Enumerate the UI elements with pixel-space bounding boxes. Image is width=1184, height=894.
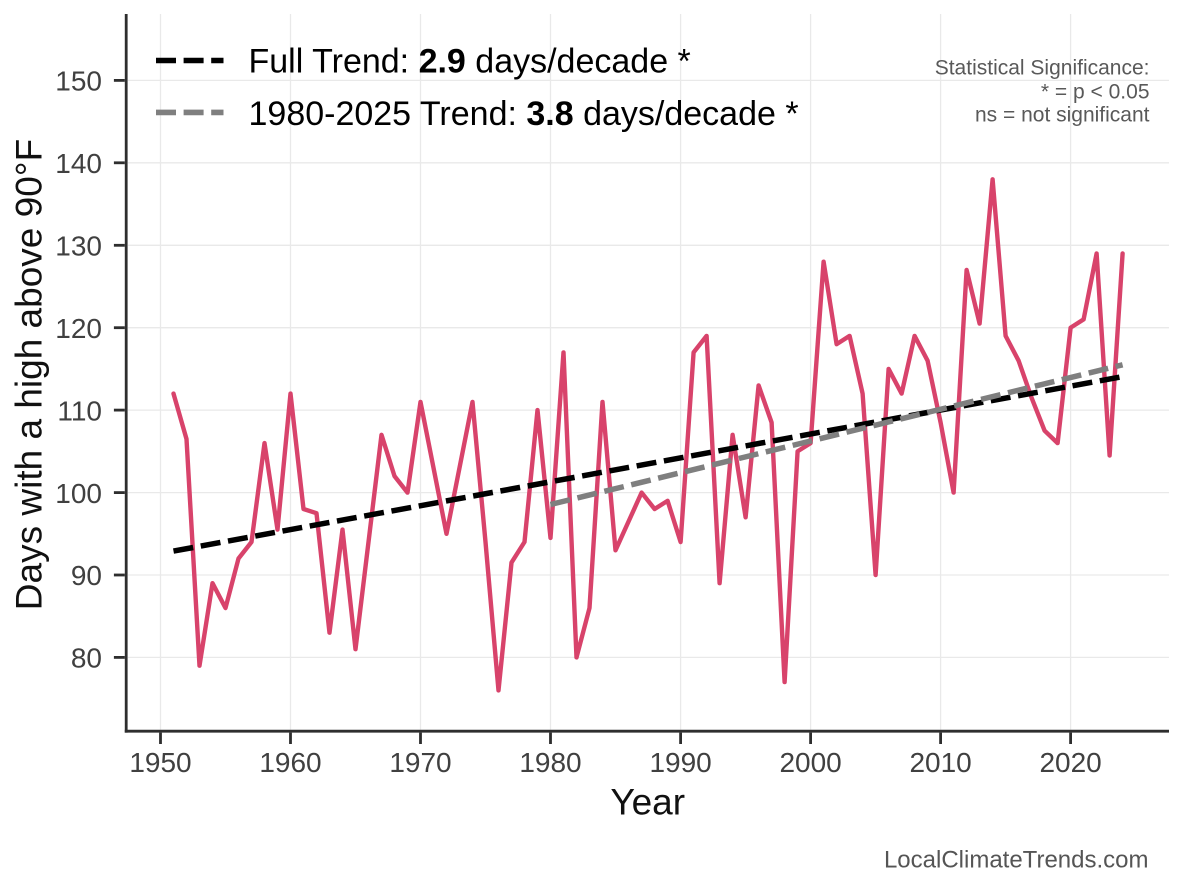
svg-text:110: 110 [57,395,102,426]
svg-text:1970: 1970 [389,747,451,778]
svg-text:100: 100 [55,478,102,509]
svg-text:140: 140 [55,148,102,179]
svg-text:Year: Year [610,782,685,823]
svg-text:* = p < 0.05: * = p < 0.05 [1041,81,1150,104]
svg-text:LocalClimateTrends.com: LocalClimateTrends.com [884,846,1149,873]
svg-text:1990: 1990 [649,747,711,778]
svg-text:Full Trend: 2.9 days/decade *: Full Trend: 2.9 days/decade * [249,42,691,80]
svg-text:Days with a high above 90°F: Days with a high above 90°F [9,139,50,610]
svg-text:1980: 1980 [519,747,581,778]
svg-text:2000: 2000 [779,747,841,778]
svg-text:130: 130 [55,231,102,262]
svg-text:2020: 2020 [1039,747,1101,778]
svg-text:90: 90 [71,560,102,591]
svg-text:1960: 1960 [259,747,321,778]
svg-text:80: 80 [71,643,102,674]
svg-text:1980-2025 Trend: 3.8 days/deca: 1980-2025 Trend: 3.8 days/decade * [249,95,799,133]
svg-text:150: 150 [55,66,102,97]
svg-text:ns = not significant: ns = not significant [975,104,1150,127]
svg-text:120: 120 [55,313,102,344]
svg-text:1950: 1950 [129,747,191,778]
svg-text:2010: 2010 [909,747,971,778]
svg-text:Statistical Significance:: Statistical Significance: [935,56,1150,79]
